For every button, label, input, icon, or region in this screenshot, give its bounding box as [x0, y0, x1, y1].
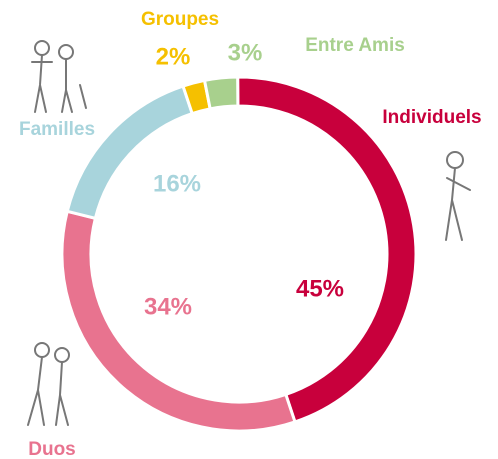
value-label: 34%	[144, 293, 192, 320]
category-label: Familles	[19, 119, 95, 140]
figure-family	[31, 40, 87, 113]
category-label: Individuels	[382, 107, 481, 128]
value-label: 16%	[153, 170, 201, 197]
figure-duo	[27, 342, 70, 426]
donut-segment	[60, 209, 297, 433]
category-label: Groupes	[141, 9, 219, 30]
donut-segment	[202, 75, 240, 111]
value-label: 3%	[228, 39, 263, 66]
value-label: 45%	[296, 275, 344, 302]
category-label: Entre Amis	[305, 35, 405, 56]
category-label: Duos	[28, 439, 76, 459]
figure-individual	[445, 151, 471, 241]
value-label: 2%	[156, 43, 191, 70]
donut-segment	[236, 75, 418, 424]
